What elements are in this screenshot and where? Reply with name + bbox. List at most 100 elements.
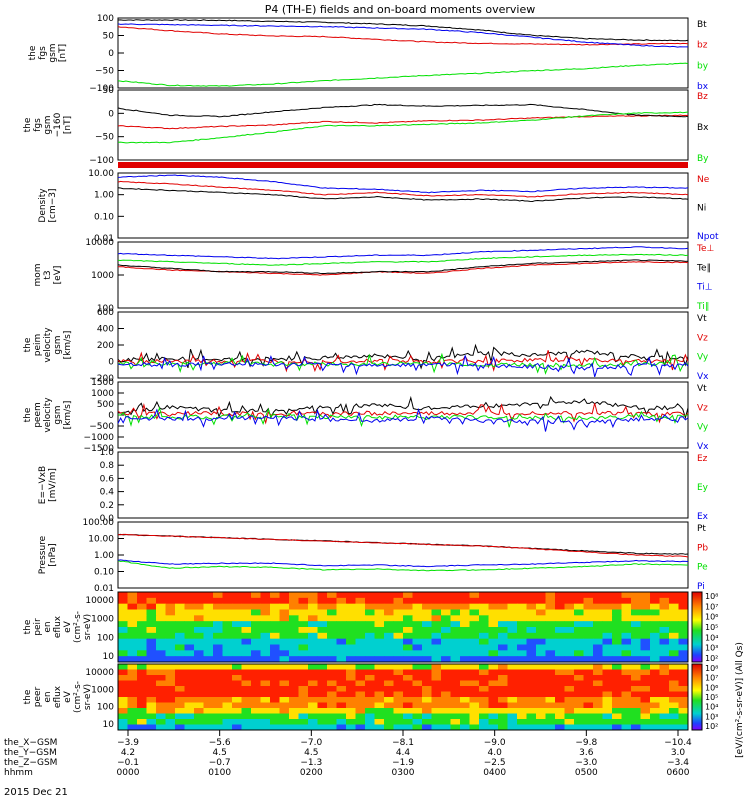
spectrogram-cell	[203, 724, 214, 731]
spectrogram-cell	[298, 592, 309, 599]
spectrogram-cell	[479, 724, 489, 731]
spectrogram-cell	[479, 638, 489, 645]
spectrogram-cell	[156, 615, 166, 622]
ytick-label: 1000	[91, 271, 114, 281]
spectrogram-cell	[650, 650, 660, 657]
spectrogram-cell	[403, 697, 413, 703]
spectrogram-cell	[222, 675, 233, 681]
spectrogram-cell	[279, 597, 290, 605]
spectrogram-cell	[640, 621, 651, 628]
spectrogram-cell	[384, 669, 394, 676]
spectrogram-cell	[593, 592, 603, 599]
spectrogram-cell	[203, 669, 214, 676]
spectrogram-cell	[317, 708, 328, 714]
spectrogram-cell	[118, 615, 128, 622]
spectrogram-cell	[441, 680, 451, 687]
spectrogram-cell	[384, 592, 394, 599]
xtick-z-gsm: −0.7	[209, 758, 231, 768]
spectrogram-cell	[365, 632, 375, 640]
spectrogram-cell	[222, 724, 233, 731]
spectrogram-cell	[374, 713, 385, 720]
spectrogram-cell	[213, 621, 223, 628]
ylabel-line: t3	[43, 270, 53, 279]
spectrogram-cell	[241, 713, 252, 720]
spectrogram-cell	[583, 680, 594, 687]
spectrogram-cell	[507, 675, 518, 681]
spectrogram-cell	[507, 615, 518, 622]
spectrogram-cell	[251, 597, 261, 605]
spectrogram-cell	[545, 650, 556, 657]
spectrogram-cell	[384, 650, 394, 657]
spectrogram-cell	[593, 691, 603, 698]
spectrogram-cell	[412, 697, 423, 703]
legend-Bx: Bx	[697, 123, 709, 133]
spectrogram-cell	[260, 691, 271, 698]
ylabel-line: sr-eV)	[83, 684, 93, 710]
spectrogram-cell	[564, 638, 575, 645]
spectrogram-cell	[118, 724, 128, 731]
spectrogram-cell	[137, 708, 147, 714]
spectrogram-cell	[460, 708, 470, 714]
spectrogram-cell	[640, 615, 651, 622]
spectrogram-cell	[279, 603, 290, 610]
spectrogram-cell	[602, 691, 613, 698]
spectrogram-cell	[393, 638, 404, 645]
spectrogram-cell	[507, 592, 518, 599]
spectrogram-cell	[137, 650, 147, 657]
colorbar-tick: 10⁵	[705, 623, 718, 632]
spectrogram-cell	[460, 627, 470, 634]
spectrogram-cell	[526, 592, 537, 599]
xtick-time: 0100	[208, 768, 231, 778]
spectrogram-cell	[184, 615, 195, 622]
ylabel-line: peer	[33, 686, 43, 707]
spectrogram-cell	[346, 650, 356, 657]
spectrogram-cell	[669, 597, 679, 605]
spectrogram-cell	[678, 708, 689, 714]
spectrogram-cell	[127, 702, 138, 709]
ylabel-line: velocity	[43, 397, 53, 433]
spectrogram-cell	[526, 627, 537, 634]
spectrogram-cell	[507, 724, 518, 731]
spectrogram-cell	[327, 644, 337, 651]
spectrogram-cell	[640, 664, 651, 670]
ytick-label: 0.10	[94, 212, 114, 222]
spectrogram-cell	[393, 697, 404, 703]
spectrogram-cell	[574, 724, 584, 731]
spectrogram-cell	[146, 592, 157, 599]
spectrogram-cell	[488, 719, 499, 725]
xtick-time: 0600	[667, 768, 690, 778]
spectrogram-cell	[346, 691, 356, 698]
spectrogram-cell	[393, 632, 404, 640]
spectrogram-cell	[545, 691, 556, 698]
xtick-y-gsm: 3.6	[579, 748, 594, 758]
spectrogram-cell	[659, 638, 670, 645]
spectrogram-cell	[279, 669, 290, 676]
spectrogram-cell	[583, 719, 594, 725]
spectrogram-cell	[441, 644, 451, 651]
ytick-label: 0	[108, 109, 114, 119]
spectrogram-cell	[317, 724, 328, 731]
spectrogram-cell	[137, 675, 147, 681]
xtick-z-gsm: −3.4	[667, 758, 689, 768]
spectrogram-cell	[545, 669, 556, 676]
spectrogram-cell	[593, 638, 603, 645]
spectrogram-cell	[260, 675, 271, 681]
spectrogram-cell	[203, 713, 214, 720]
spectrogram-cell	[412, 609, 423, 616]
spectrogram-cell	[222, 686, 233, 692]
spectrogram-cell	[621, 669, 632, 676]
series-Vy	[117, 406, 689, 428]
spectrogram-cell	[336, 609, 347, 616]
spectrogram-cell	[422, 603, 432, 610]
spectrogram-cell	[365, 724, 375, 731]
spectrogram-cell	[545, 702, 556, 709]
spectrogram-cell	[374, 719, 385, 725]
spectrogram-cell	[450, 650, 461, 657]
spectrogram-cell	[308, 592, 318, 599]
ylabel-line: the	[23, 117, 33, 132]
spectrogram-cell	[213, 680, 223, 687]
spectrogram-cell	[564, 669, 575, 676]
spectrogram-cell	[507, 650, 518, 657]
ylabel-line: gsm	[48, 43, 58, 62]
spectrogram-cell	[526, 691, 537, 698]
